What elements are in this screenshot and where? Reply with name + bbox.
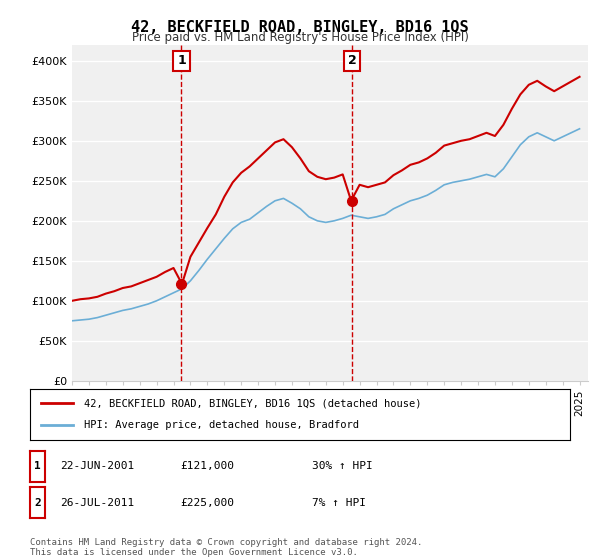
Text: 42, BECKFIELD ROAD, BINGLEY, BD16 1QS: 42, BECKFIELD ROAD, BINGLEY, BD16 1QS (131, 20, 469, 35)
Text: 2: 2 (348, 54, 356, 67)
Text: 26-JUL-2011: 26-JUL-2011 (60, 498, 134, 508)
Text: Contains HM Land Registry data © Crown copyright and database right 2024.
This d: Contains HM Land Registry data © Crown c… (30, 538, 422, 557)
Text: 1: 1 (34, 461, 41, 471)
Text: 7% ↑ HPI: 7% ↑ HPI (312, 498, 366, 508)
Text: 22-JUN-2001: 22-JUN-2001 (60, 461, 134, 472)
Text: Price paid vs. HM Land Registry's House Price Index (HPI): Price paid vs. HM Land Registry's House … (131, 31, 469, 44)
Text: 30% ↑ HPI: 30% ↑ HPI (312, 461, 373, 472)
Text: £225,000: £225,000 (180, 498, 234, 508)
Text: £121,000: £121,000 (180, 461, 234, 472)
Text: HPI: Average price, detached house, Bradford: HPI: Average price, detached house, Brad… (84, 421, 359, 431)
Text: 2: 2 (34, 497, 41, 507)
Text: 1: 1 (177, 54, 186, 67)
Text: 42, BECKFIELD ROAD, BINGLEY, BD16 1QS (detached house): 42, BECKFIELD ROAD, BINGLEY, BD16 1QS (d… (84, 398, 421, 408)
